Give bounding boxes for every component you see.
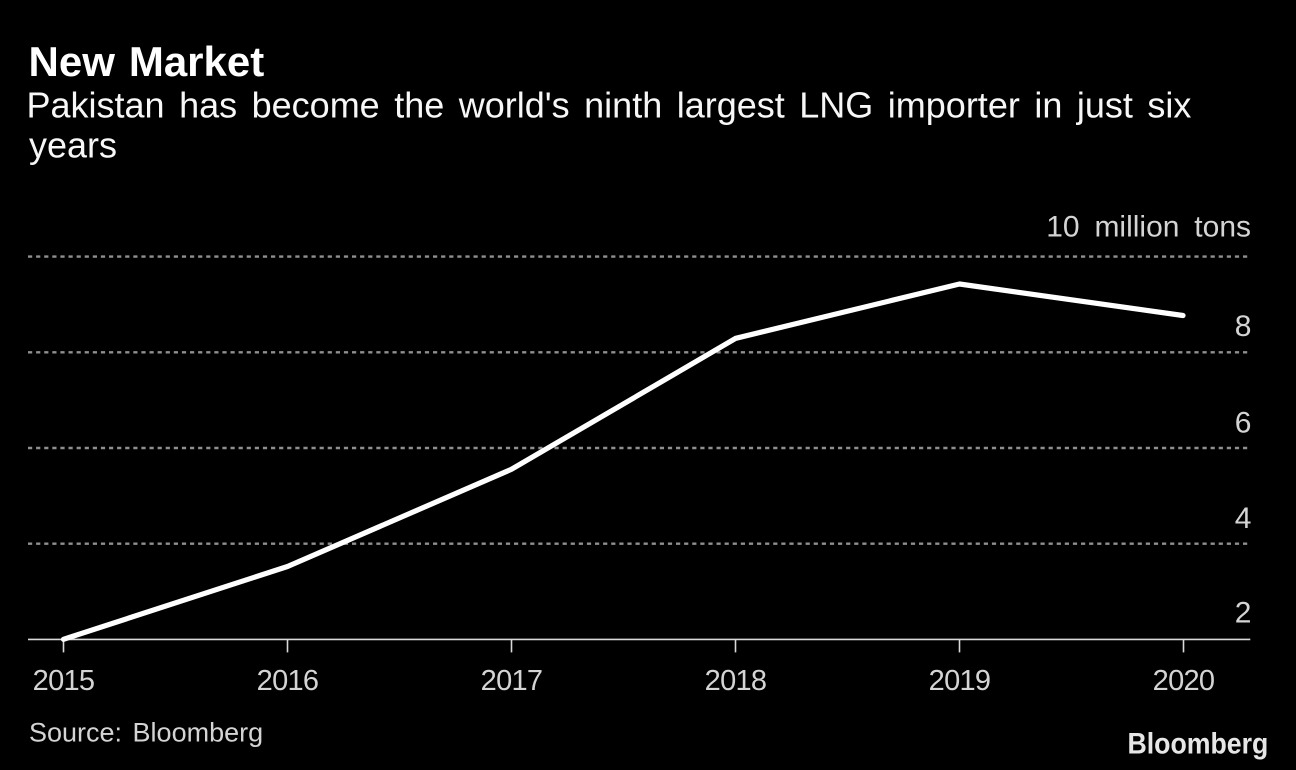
svg-text:2: 2: [1235, 597, 1252, 630]
svg-text:Bloomberg: Bloomberg: [1127, 727, 1268, 761]
svg-text:Source: Bloomberg: Source: Bloomberg: [29, 718, 263, 748]
svg-text:2018: 2018: [705, 665, 767, 697]
svg-text:6: 6: [1235, 407, 1252, 440]
svg-text:2020: 2020: [1153, 665, 1215, 697]
svg-text:2019: 2019: [929, 665, 991, 697]
svg-text:years: years: [29, 125, 117, 166]
svg-text:2015: 2015: [33, 665, 95, 697]
svg-text:10 million tons: 10 million tons: [1046, 211, 1251, 244]
svg-text:Pakistan has become the world': Pakistan has become the world's ninth la…: [27, 85, 1192, 126]
svg-text:4: 4: [1235, 502, 1252, 535]
svg-text:8: 8: [1235, 310, 1252, 343]
svg-text:New Market: New Market: [29, 38, 265, 85]
svg-text:2017: 2017: [481, 665, 543, 697]
svg-text:2016: 2016: [257, 665, 319, 697]
